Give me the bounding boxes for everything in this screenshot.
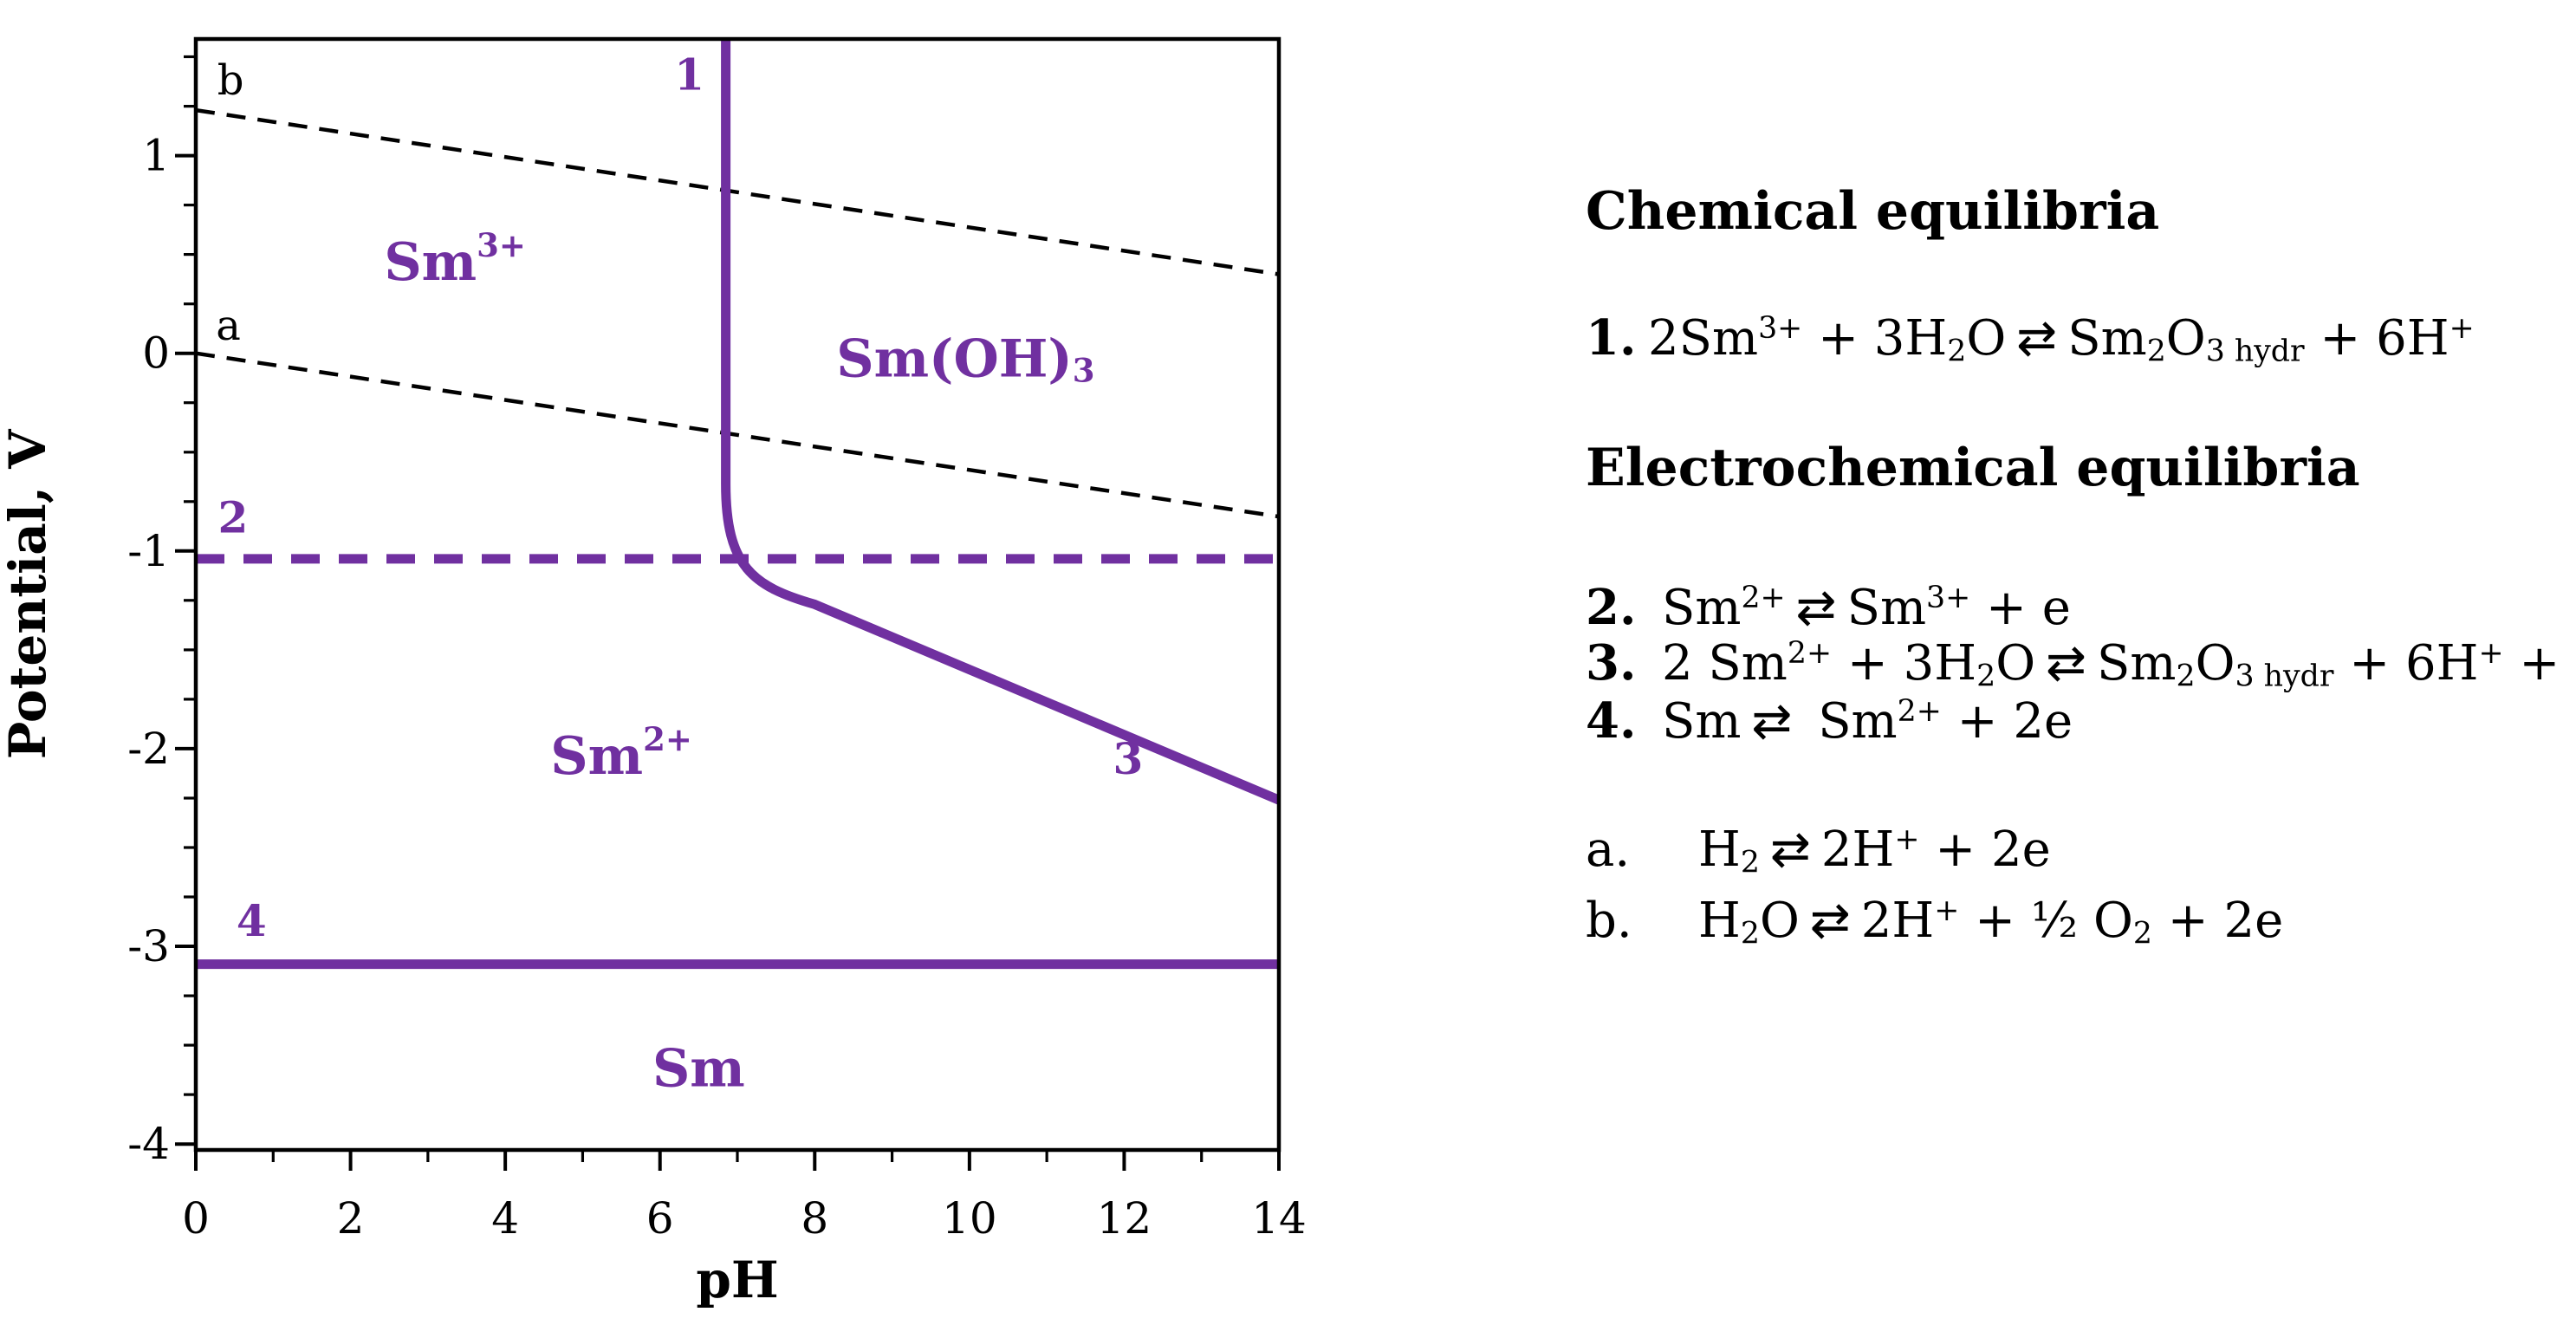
curve-label-b: b	[217, 56, 244, 105]
x-tick-label: 8	[801, 1193, 828, 1244]
y-tick-label: 1	[142, 131, 170, 181]
y-tick-label: -2	[127, 724, 170, 774]
x-tick-label: 4	[491, 1193, 519, 1244]
curve-label-2: 2	[217, 492, 248, 543]
x-tick-label: 14	[1251, 1193, 1307, 1244]
equation-a: a. H2 ⇄ 2H+ + 2e	[1586, 822, 2051, 880]
equation-4-number: 4.	[1586, 692, 1637, 750]
equation-b-formula: H2O ⇄ 2H+ + ½ O2 + 2e	[1698, 893, 2284, 952]
y-tick-label: -4	[127, 1119, 170, 1169]
x-tick-label: 6	[646, 1193, 674, 1244]
equation-4-formula: Sm ⇄ Sm2+ + 2e	[1662, 693, 2073, 750]
equation-3: 3. 2 Sm2+ + 3H2O⇄Sm2O3 hydr + 6H+ + 2e	[1586, 634, 2576, 694]
equation-b-number: b.	[1586, 893, 1632, 949]
y-tick-label: -3	[127, 921, 170, 971]
equilibrium-arrow-icon: ⇄	[1809, 893, 1851, 949]
y-tick-label: -1	[127, 526, 170, 576]
x-tick-label: 12	[1097, 1193, 1152, 1244]
curve-label-1: 1	[674, 49, 704, 101]
x-tick-label: 0	[182, 1193, 210, 1244]
heading-electrochemical-equilibria: Electrochemical equilibria	[1586, 438, 2360, 498]
line-a-hydrogen-boundary	[195, 351, 1280, 519]
equation-1-number: 1.	[1586, 309, 1637, 367]
equation-4: 4. Sm ⇄ Sm2+ + 2e	[1586, 692, 2073, 750]
equilibrium-arrow-icon: ⇄	[1769, 822, 1811, 878]
x-tick-label: 10	[942, 1193, 997, 1244]
equation-3-number: 3.	[1586, 634, 1637, 692]
x-axis-title: pH	[696, 1250, 778, 1309]
equation-1-formula: 2Sm3+ + 3H2O ⇄ Sm2O3 hydr + 6H+	[1648, 310, 2475, 369]
equation-2-formula: Sm2+ ⇄ Sm3+ + e	[1662, 580, 2071, 636]
x-axis: 0 2 4 6 8 10 12 14	[182, 1150, 1307, 1244]
equilibrium-arrow-icon: ⇄	[2016, 310, 2058, 367]
y-tick-label: 0	[142, 328, 170, 379]
line-1-3-sm-oxide-boundary	[721, 39, 1282, 805]
curve-label-a: a	[216, 302, 241, 350]
region-label-sm2: Sm2+	[550, 720, 692, 787]
curve-label-4: 4	[237, 895, 267, 946]
equation-3-formula: 2 Sm2+ + 3H2O⇄Sm2O3 hydr + 6H+ + 2e	[1662, 635, 2576, 694]
region-label-sm3: Sm3+	[384, 226, 526, 293]
region-label-smoh3: Sm(OH)3	[836, 329, 1094, 390]
y-axis-title: Potential, V	[0, 429, 57, 759]
x-tick-label: 2	[337, 1193, 365, 1244]
equilibrium-arrow-icon: ⇄	[1795, 580, 1837, 636]
y-axis: 1 0 -1 -2 -3 -4	[127, 55, 196, 1169]
equation-a-formula: H2 ⇄ 2H+ + 2e	[1698, 822, 2051, 880]
region-label-sm: Sm	[652, 1038, 745, 1099]
line-b-oxygen-boundary	[195, 107, 1280, 276]
equilibrium-arrow-icon: ⇄	[1751, 693, 1793, 750]
equation-2: 2. Sm2+ ⇄ Sm3+ + e	[1586, 579, 2071, 636]
equation-2-number: 2.	[1586, 579, 1637, 636]
equation-b: b. H2O ⇄ 2H+ + ½ O2 + 2e	[1586, 893, 2283, 952]
curve-label-3: 3	[1113, 733, 1143, 784]
equation-a-number: a.	[1586, 822, 1631, 878]
heading-chemical-equilibria: Chemical equilibria	[1586, 181, 2160, 242]
plot-frame	[193, 36, 1282, 1153]
equilibrium-arrow-icon: ⇄	[2046, 635, 2087, 692]
equation-1: 1. 2Sm3+ + 3H2O ⇄ Sm2O3 hydr + 6H+	[1586, 309, 2475, 369]
equilibria-panel: Chemical equilibria 1. 2Sm3+ + 3H2O ⇄ Sm2O3 …	[1586, 0, 2576, 1338]
